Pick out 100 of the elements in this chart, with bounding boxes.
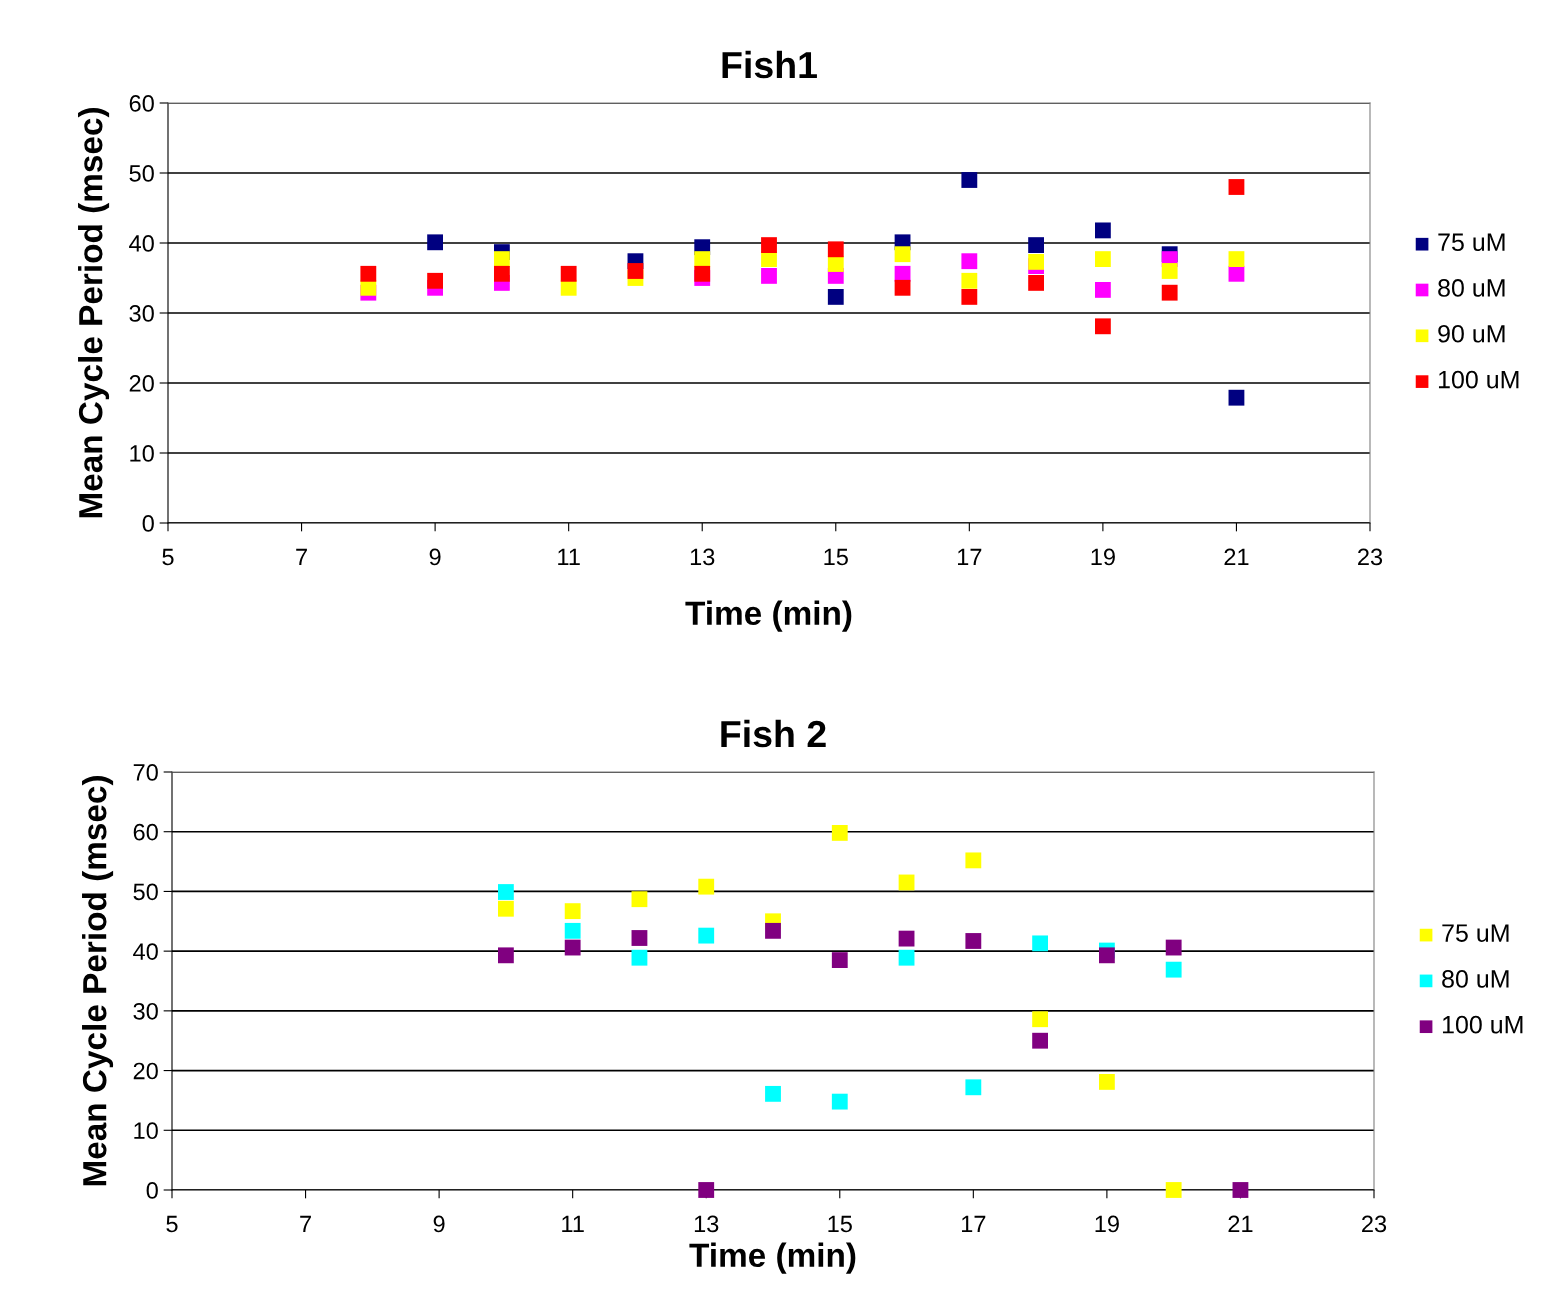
point (1161, 263, 1178, 279)
point (1032, 1032, 1049, 1049)
point (631, 949, 648, 966)
point (698, 1182, 715, 1198)
point (1098, 1074, 1115, 1090)
x-tick-label: 13 (690, 548, 715, 566)
x-tick-label: 15 (828, 1215, 852, 1233)
point (961, 253, 978, 270)
legend-label: 100 uM (1438, 370, 1519, 389)
y-tick-label: 20 (129, 375, 154, 392)
point (894, 279, 911, 296)
y-tick-label: 30 (129, 305, 154, 322)
point (1094, 318, 1111, 335)
point (831, 824, 848, 841)
point (831, 1093, 848, 1110)
point (1098, 947, 1115, 964)
point (827, 288, 844, 305)
point (1028, 274, 1045, 291)
point (694, 251, 711, 268)
x-tick-label: 19 (1091, 548, 1115, 566)
legend-label: 100 uM (1442, 1015, 1523, 1034)
x-tick-label: 11 (562, 1215, 584, 1233)
point (965, 1079, 982, 1096)
point (631, 930, 648, 946)
y-tick-label: 40 (129, 235, 154, 252)
chart-title: Fish1 (722, 50, 817, 79)
point (961, 172, 978, 188)
y-axis-title: Mean Cycle Period (msec) (82, 776, 114, 1186)
x-axis-title: Time (min) (689, 1242, 856, 1274)
x-tick-label: 11 (558, 548, 580, 566)
point (497, 900, 514, 917)
point (827, 241, 844, 258)
y-tick-label: 20 (133, 1062, 158, 1080)
legend-label: 75 uM (1442, 924, 1509, 942)
point (898, 930, 915, 947)
point (898, 874, 915, 891)
x-tick-label: 17 (958, 548, 982, 566)
point (961, 288, 978, 305)
x-tick-label: 17 (962, 1215, 986, 1233)
point (1165, 1182, 1182, 1198)
point (694, 265, 711, 282)
point (631, 891, 648, 908)
point (497, 947, 514, 964)
point (1028, 253, 1045, 270)
x-tick-label: 23 (1362, 1215, 1387, 1233)
x-axis-title: Time (min) (685, 600, 852, 632)
point (965, 852, 982, 869)
x-tick-label: 5 (166, 1215, 178, 1233)
point (698, 878, 715, 895)
point (564, 939, 581, 956)
point (831, 952, 848, 969)
point (1232, 1182, 1249, 1198)
point (427, 272, 444, 289)
x-tick-label: 9 (429, 548, 441, 566)
x-tick-label: 21 (1224, 548, 1249, 566)
y-tick-label: 10 (134, 1122, 158, 1140)
point (965, 933, 982, 949)
y-axis-title: Mean Cycle Period (msec) (78, 108, 110, 518)
x-tick-label: 7 (296, 548, 307, 566)
x-tick-label: 7 (300, 1215, 311, 1233)
point (1165, 961, 1182, 978)
point (560, 265, 577, 282)
y-tick-label: 50 (129, 165, 154, 182)
point (1028, 237, 1045, 254)
point (1094, 281, 1111, 298)
point (765, 1085, 781, 1102)
point (427, 234, 444, 251)
point (1094, 222, 1111, 239)
point (1228, 179, 1245, 195)
y-tick-label: 40 (133, 943, 158, 960)
y-tick-label: 30 (133, 1002, 158, 1020)
point (961, 272, 978, 289)
y-tick-label: 0 (146, 1182, 158, 1199)
x-tick-label: 19 (1095, 1215, 1119, 1233)
y-tick-label: 0 (142, 515, 154, 532)
x-tick-label: 5 (162, 548, 174, 566)
point (1032, 935, 1049, 952)
y-tick-label: 70 (133, 764, 158, 781)
point (360, 265, 377, 282)
x-tick-label: 21 (1228, 1215, 1253, 1233)
point (765, 922, 781, 939)
legend-label: 75 uM (1438, 233, 1505, 251)
x-tick-label: 9 (433, 1215, 445, 1233)
legend-label: 80 uM (1438, 279, 1505, 297)
legend-label: 80 uM (1442, 970, 1509, 988)
point (698, 927, 715, 944)
y-tick-label: 10 (130, 445, 154, 462)
point (894, 246, 911, 263)
y-tick-label: 60 (133, 823, 158, 841)
point (1228, 265, 1245, 282)
point (1032, 1011, 1049, 1028)
y-tick-label: 50 (133, 883, 158, 901)
point (564, 922, 581, 939)
point (827, 256, 844, 272)
point (564, 903, 581, 920)
point (1165, 939, 1182, 956)
chart-title: Fish 2 (721, 719, 826, 748)
point (1161, 284, 1178, 301)
x-tick-label: 13 (694, 1215, 719, 1233)
legend-label: 90 uM (1438, 324, 1505, 343)
